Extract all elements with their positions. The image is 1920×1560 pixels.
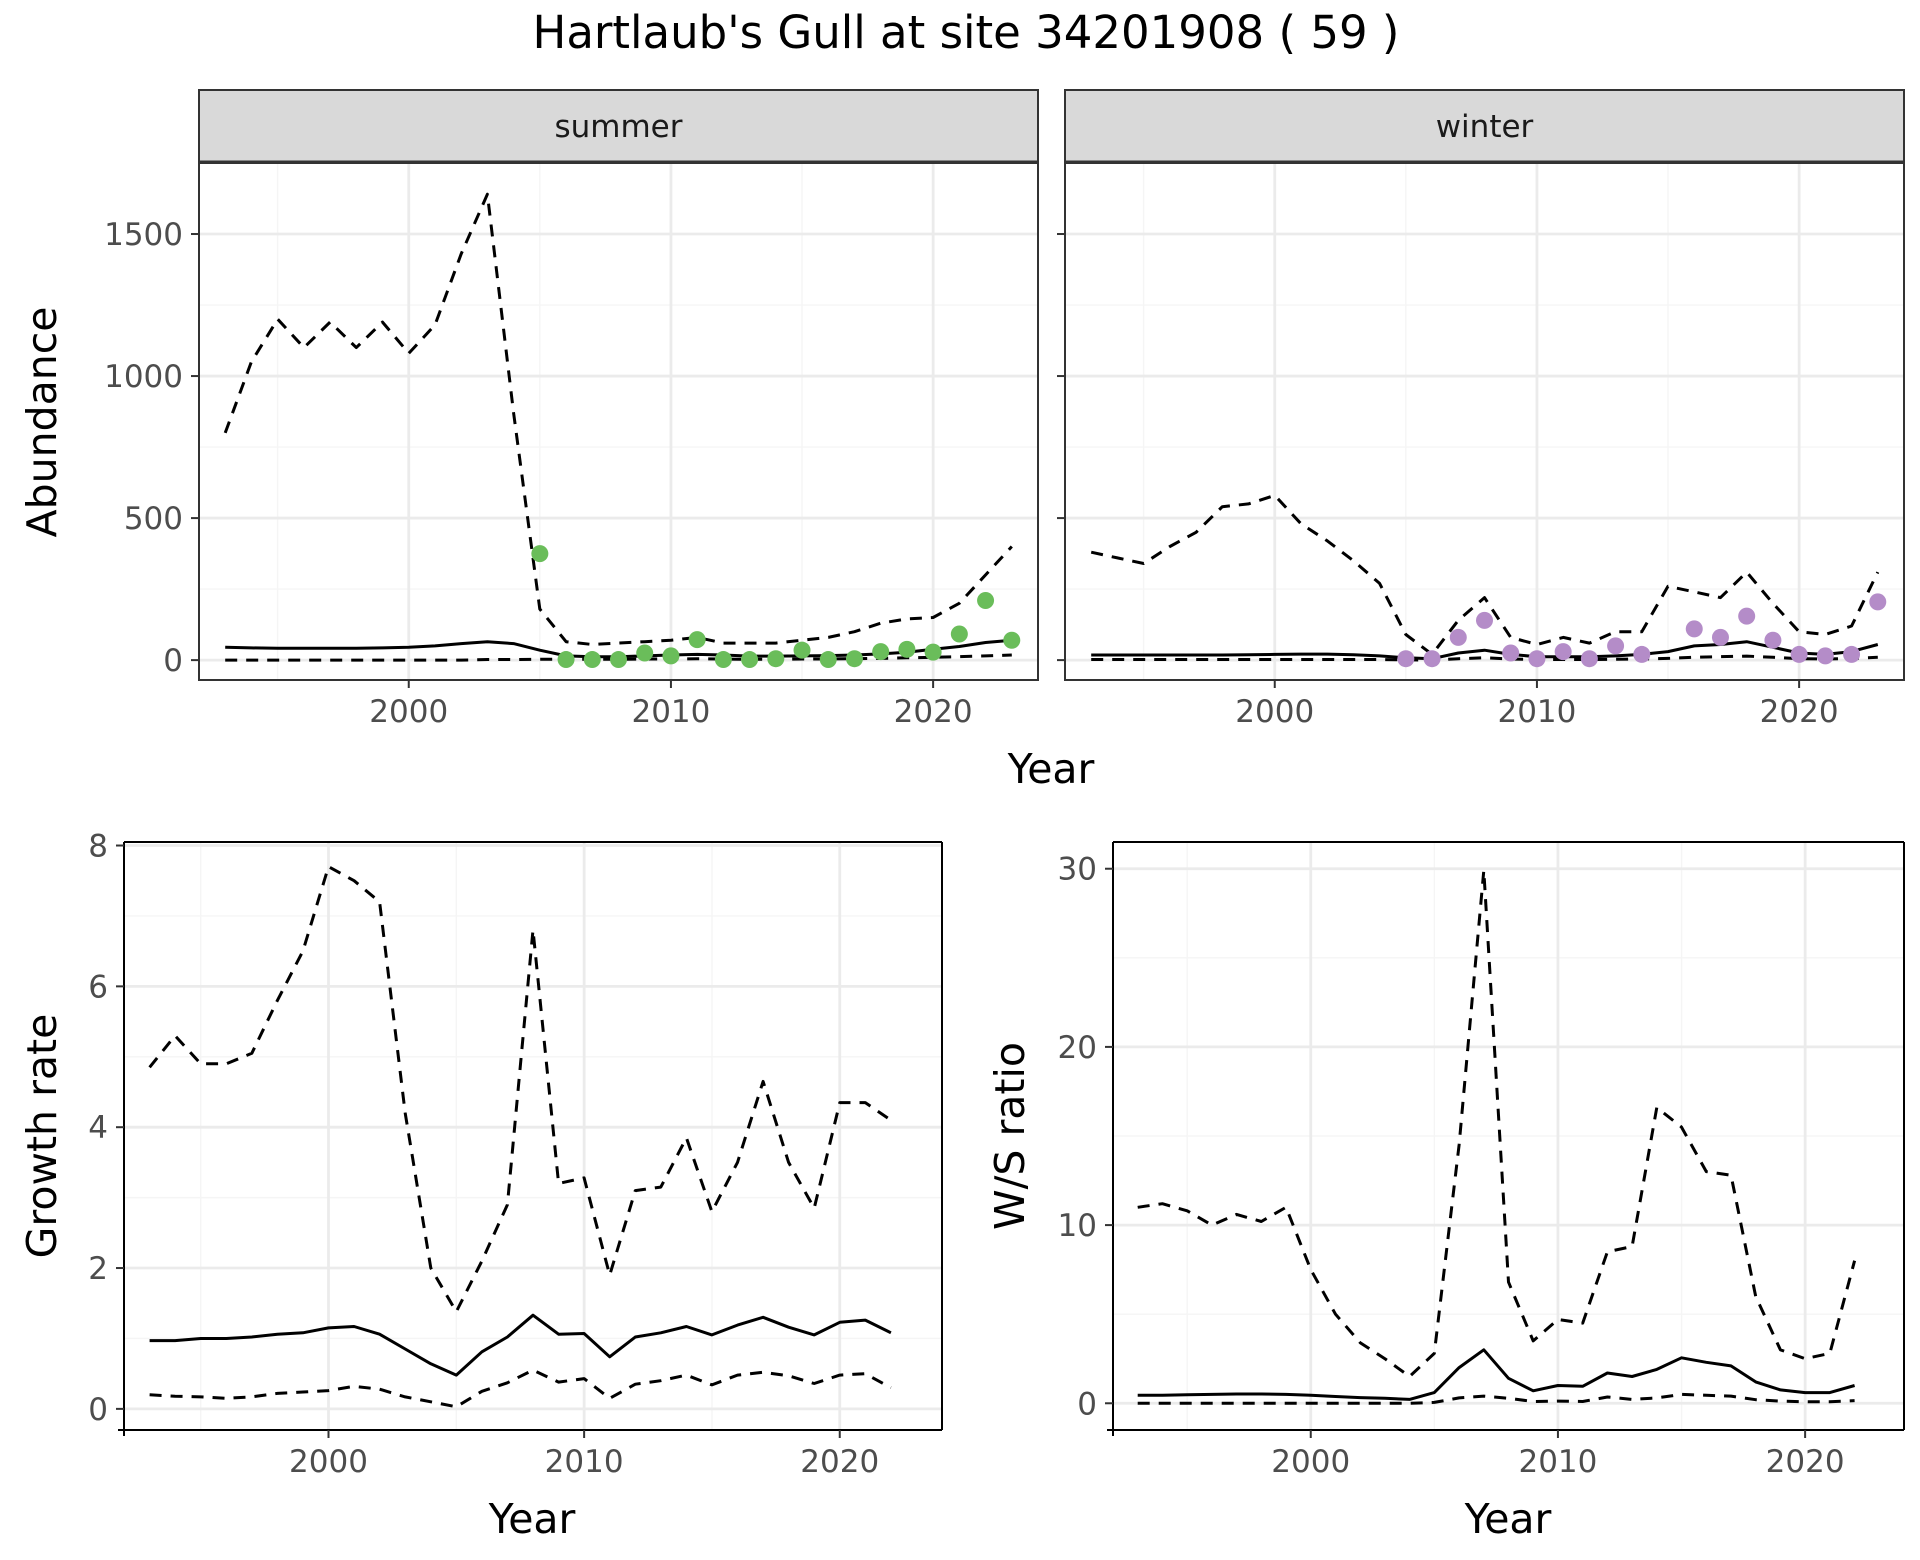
observed-point [1711,628,1729,646]
y-tick-label: 10 [1058,1208,1097,1244]
observed-point [845,650,863,668]
observed-point [1869,593,1887,611]
observed-point [1685,620,1703,638]
mean-line [149,1313,892,1377]
observed-point [557,651,575,669]
observed-point [819,651,837,669]
x-tick-label: 2010 [545,1444,624,1480]
chart-title: Hartlaub's Gull at site 34201908 ( 59 ) [533,6,1400,59]
observed-point [1003,631,1021,649]
observed-point [898,640,916,658]
y-axis-title: W/S ratio [986,1042,1034,1230]
facet-strip-summer [198,89,1039,164]
abundance-summer-border [198,162,1039,681]
x-tick-label: 2010 [1518,1444,1597,1480]
mean-line [1091,640,1879,661]
observed-point [924,643,942,661]
observed-point [1790,645,1808,663]
abundance-winter-border [1064,162,1905,681]
y-axis-title: Abundance [18,307,66,538]
lower-bound-line [1137,1392,1855,1405]
x-tick-label: 2010 [631,694,710,730]
x-axis-title: Year [1464,1495,1552,1543]
abundance-summer-background [199,163,1038,680]
x-tick-label: 2020 [1760,694,1839,730]
upper-bound-line [1090,493,1880,656]
x-tick-label: 2020 [800,1444,879,1480]
upper-bound-line [223,192,1013,646]
x-tick-label: 2020 [1766,1444,1845,1480]
observed-point [1554,643,1572,661]
growth-background [124,842,942,1430]
x-tick-label: 2020 [894,694,973,730]
facet-strip-label: winter [1436,109,1534,145]
observed-point [741,651,759,669]
y-tick-label: 500 [124,501,183,537]
y-tick-label: 0 [163,643,183,679]
observed-point [793,641,811,659]
observed-point [688,631,706,649]
y-axis-title: Growth rate [18,1014,66,1259]
observed-point [1397,650,1415,668]
observed-point [1607,637,1625,655]
y-tick-label: 1000 [104,359,183,395]
y-tick-label: 8 [88,829,108,865]
observed-point [583,651,601,669]
observed-point [977,591,995,609]
x-axis-title: Year [1007,745,1095,793]
observed-point [1423,650,1441,668]
observed-point [1843,645,1861,663]
abundance-winter-background [1065,163,1904,680]
observed-point [610,651,627,669]
observed-point [1738,607,1756,625]
lower-bound-line [1091,654,1878,662]
y-tick-label: 2 [88,1251,108,1287]
observed-point [950,625,968,643]
observed-point [531,545,549,563]
lower-bound-line [149,1368,892,1409]
observed-point [1528,650,1546,668]
abundance-summer-panel [191,162,1039,688]
y-tick-label: 30 [1058,852,1097,888]
x-axis-title: Year [488,1495,576,1543]
observed-point [662,647,680,665]
observed-point [767,650,785,668]
upper-bound-line [148,865,892,1314]
observed-point [1476,611,1493,629]
mean-line [1137,1348,1856,1401]
observed-point [1580,650,1598,668]
x-tick-label: 2010 [1497,694,1576,730]
facet-strip-label: summer [554,109,682,145]
observed-point [1633,645,1651,663]
upper-bound-line [1137,869,1857,1378]
x-tick-label: 2000 [369,694,448,730]
facet-strip-winter [1064,89,1905,164]
x-tick-label: 2000 [289,1444,368,1480]
observed-point [1764,631,1782,649]
y-tick-label: 20 [1058,1030,1097,1066]
y-tick-label: 1500 [104,217,183,253]
observed-point [872,643,890,661]
observed-point [1449,628,1467,646]
observed-point [1502,644,1520,662]
observed-point [636,644,654,662]
observed-point [1816,647,1834,665]
growth-panel [116,841,943,1438]
y-tick-label: 6 [88,969,108,1005]
y-tick-label: 0 [88,1392,108,1428]
ws-ratio-panel [1105,841,1905,1438]
abundance-winter-panel [1057,162,1905,688]
y-tick-label: 4 [88,1110,108,1146]
observed-point [714,651,732,669]
x-tick-label: 2000 [1271,1444,1350,1480]
y-tick-label: 0 [1077,1386,1097,1422]
x-tick-label: 2000 [1235,694,1314,730]
